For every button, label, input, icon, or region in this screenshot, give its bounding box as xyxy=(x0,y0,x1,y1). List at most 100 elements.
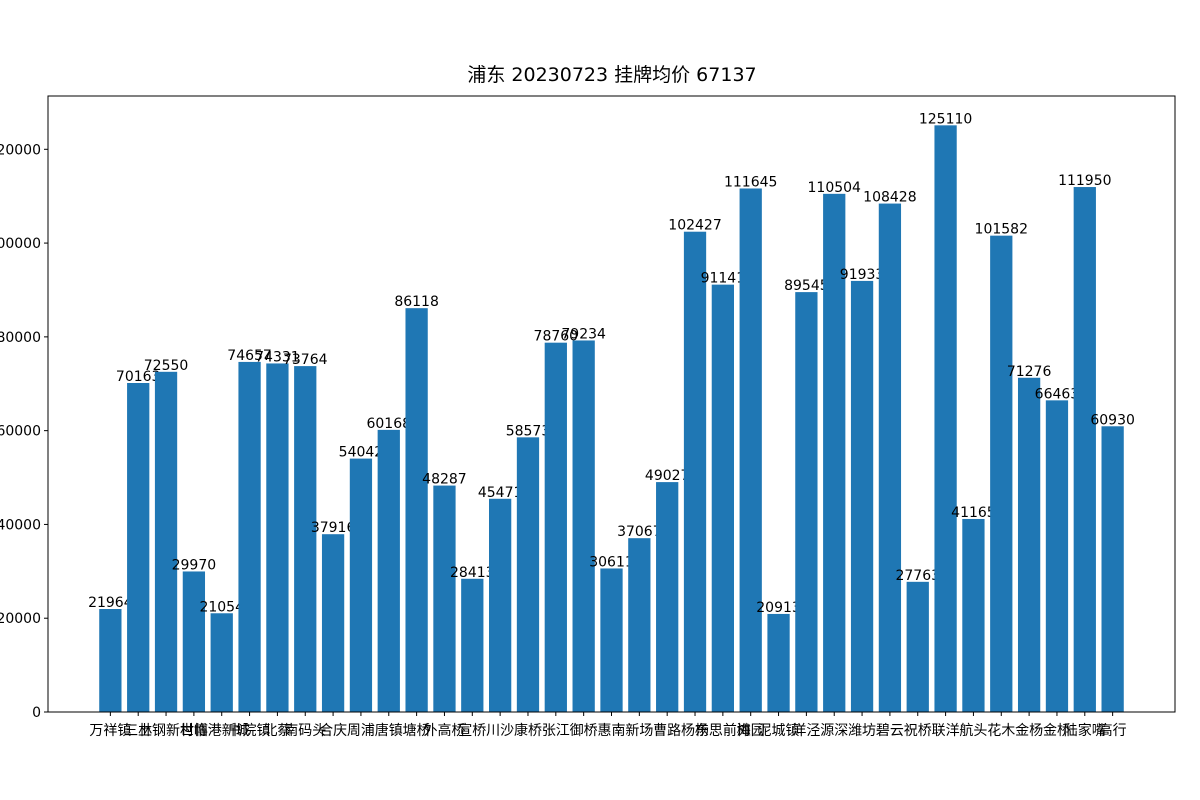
bar xyxy=(962,518,985,712)
bar xyxy=(628,538,651,712)
x-tick-label: 杨思前滩 xyxy=(695,722,751,739)
value-label: 74657 xyxy=(227,348,272,364)
x-tick-label: 周浦 xyxy=(347,723,375,739)
bar xyxy=(182,571,206,712)
x-tick-label: 北蔡 xyxy=(263,723,291,739)
value-label: 21054 xyxy=(199,599,244,615)
bar xyxy=(711,284,734,712)
bar xyxy=(461,578,484,712)
x-tick-label: 曹路 xyxy=(653,723,681,739)
value-label: 91141 xyxy=(701,271,746,287)
value-label: 54042 xyxy=(339,445,384,461)
value-label: 91933 xyxy=(840,267,885,283)
bar xyxy=(850,280,874,712)
value-label: 29970 xyxy=(172,557,217,573)
y-tick-label: 80000 xyxy=(0,330,41,346)
value-label: 70163 xyxy=(116,369,161,385)
bar xyxy=(516,437,540,712)
bar xyxy=(1073,187,1096,712)
value-label: 60930 xyxy=(1090,412,1135,428)
value-label: 58573 xyxy=(506,423,551,439)
bar xyxy=(405,308,428,712)
x-tick-label: 唐镇 xyxy=(375,722,403,739)
value-label: 60168 xyxy=(366,416,411,432)
y-tick-label: 0 xyxy=(32,705,41,721)
bar xyxy=(990,235,1013,712)
x-tick-label: 泥城镇 xyxy=(758,723,800,739)
value-label: 37916 xyxy=(311,520,356,536)
x-tick-label: 高行 xyxy=(1099,722,1127,739)
x-tick-label: 世博 xyxy=(180,722,208,739)
x-tick-label: 金杨 xyxy=(1015,723,1043,739)
x-tick-label: 潍坊 xyxy=(848,723,876,739)
x-tick-label: 联洋 xyxy=(932,723,960,739)
bar xyxy=(600,568,623,712)
value-label: 45471 xyxy=(478,485,523,501)
bar xyxy=(878,203,902,713)
x-tick-label: 碧云 xyxy=(876,723,904,739)
bar xyxy=(767,613,790,712)
bar xyxy=(238,361,261,712)
bar xyxy=(656,482,679,712)
x-tick-label: 万祥镇 xyxy=(89,723,131,739)
bar xyxy=(266,363,289,712)
value-label: 110504 xyxy=(808,180,862,196)
value-label: 89545 xyxy=(784,278,829,294)
bar xyxy=(1101,426,1124,712)
bar xyxy=(572,340,595,712)
value-label: 28413 xyxy=(450,565,495,581)
value-label: 48287 xyxy=(422,472,467,488)
bar xyxy=(433,485,456,712)
value-label: 21964 xyxy=(88,595,133,611)
x-tick-label: 宣桥 xyxy=(458,723,486,739)
bar xyxy=(1017,377,1041,712)
bar xyxy=(823,193,846,712)
value-label: 20913 xyxy=(756,600,801,616)
bar xyxy=(321,534,345,712)
plot-frame xyxy=(47,95,1176,713)
bar xyxy=(210,613,233,712)
value-label: 73764 xyxy=(283,352,328,368)
x-tick-label: 川沙 xyxy=(486,723,514,739)
x-tick-label: 惠南 xyxy=(598,723,626,739)
bar xyxy=(294,366,317,712)
value-label: 111645 xyxy=(724,174,777,190)
bar xyxy=(127,382,150,712)
x-tick-label: 临港新城 xyxy=(194,723,250,739)
value-label: 27763 xyxy=(895,568,940,584)
x-tick-label: 三林 xyxy=(124,723,152,739)
x-tick-label: 塘桥 xyxy=(403,723,431,739)
y-tick-label: 120000 xyxy=(0,142,41,158)
value-label: 86118 xyxy=(394,294,439,310)
x-tick-label: 源深 xyxy=(820,723,848,739)
x-tick-label: 梅园 xyxy=(737,723,765,739)
bar xyxy=(934,125,957,712)
y-tick-label: 100000 xyxy=(0,236,41,252)
bar xyxy=(1045,400,1069,712)
x-tick-label: 南码头 xyxy=(284,723,326,739)
y-tick-label: 40000 xyxy=(0,517,41,533)
bar xyxy=(349,458,373,712)
value-label: 79234 xyxy=(561,326,606,342)
value-label: 71276 xyxy=(1007,364,1052,380)
x-tick-label: 新场 xyxy=(625,723,653,739)
bar xyxy=(489,498,512,712)
bar xyxy=(99,609,122,712)
bar xyxy=(795,292,818,712)
x-tick-label: 航头 xyxy=(959,723,987,739)
chart-title: 浦东 20230723 挂牌均价 67137 xyxy=(467,64,756,86)
value-label: 101582 xyxy=(975,222,1028,238)
x-tick-label: 张江 xyxy=(542,723,570,739)
x-tick-label: 书院镇 xyxy=(229,723,271,739)
bar xyxy=(154,371,178,712)
value-label: 30611 xyxy=(589,554,634,570)
x-tick-label: 祝桥 xyxy=(904,723,932,739)
x-tick-label: 康桥 xyxy=(514,722,542,739)
x-tick-label: 御桥 xyxy=(570,723,598,739)
value-label: 66463 xyxy=(1035,386,1080,402)
value-label: 49027 xyxy=(645,468,690,484)
x-tick-label: 陆家嘴 xyxy=(1064,722,1106,739)
bar xyxy=(683,231,707,712)
y-tick-label: 60000 xyxy=(0,424,41,440)
